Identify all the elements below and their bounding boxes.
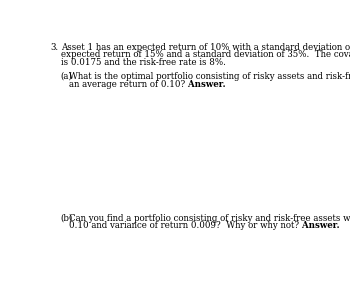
Text: Can you find a portfolio consisting of risky and risk-free assets with average r: Can you find a portfolio consisting of r… xyxy=(69,214,350,223)
Text: Answer.: Answer. xyxy=(299,221,339,230)
Text: Answer.: Answer. xyxy=(185,79,225,88)
Text: Asset 1 has an expected return of 10% with a standard deviation of 25%, and asse: Asset 1 has an expected return of 10% wi… xyxy=(61,42,350,52)
Text: 3.: 3. xyxy=(50,42,58,52)
Text: (b): (b) xyxy=(61,214,73,223)
Text: What is the optimal portfolio consisting of risky assets and risk-free asset if : What is the optimal portfolio consisting… xyxy=(69,72,350,81)
Text: 0.10 and variance of return 0.009?  Why or why not?: 0.10 and variance of return 0.009? Why o… xyxy=(69,221,299,230)
Text: is 0.0175 and the risk-free rate is 8%.: is 0.0175 and the risk-free rate is 8%. xyxy=(61,58,226,67)
Text: expected return of 15% and a standard deviation of 35%.  The covariance between : expected return of 15% and a standard de… xyxy=(61,50,350,59)
Text: (a): (a) xyxy=(61,72,73,81)
Text: an average return of 0.10?: an average return of 0.10? xyxy=(69,79,185,88)
